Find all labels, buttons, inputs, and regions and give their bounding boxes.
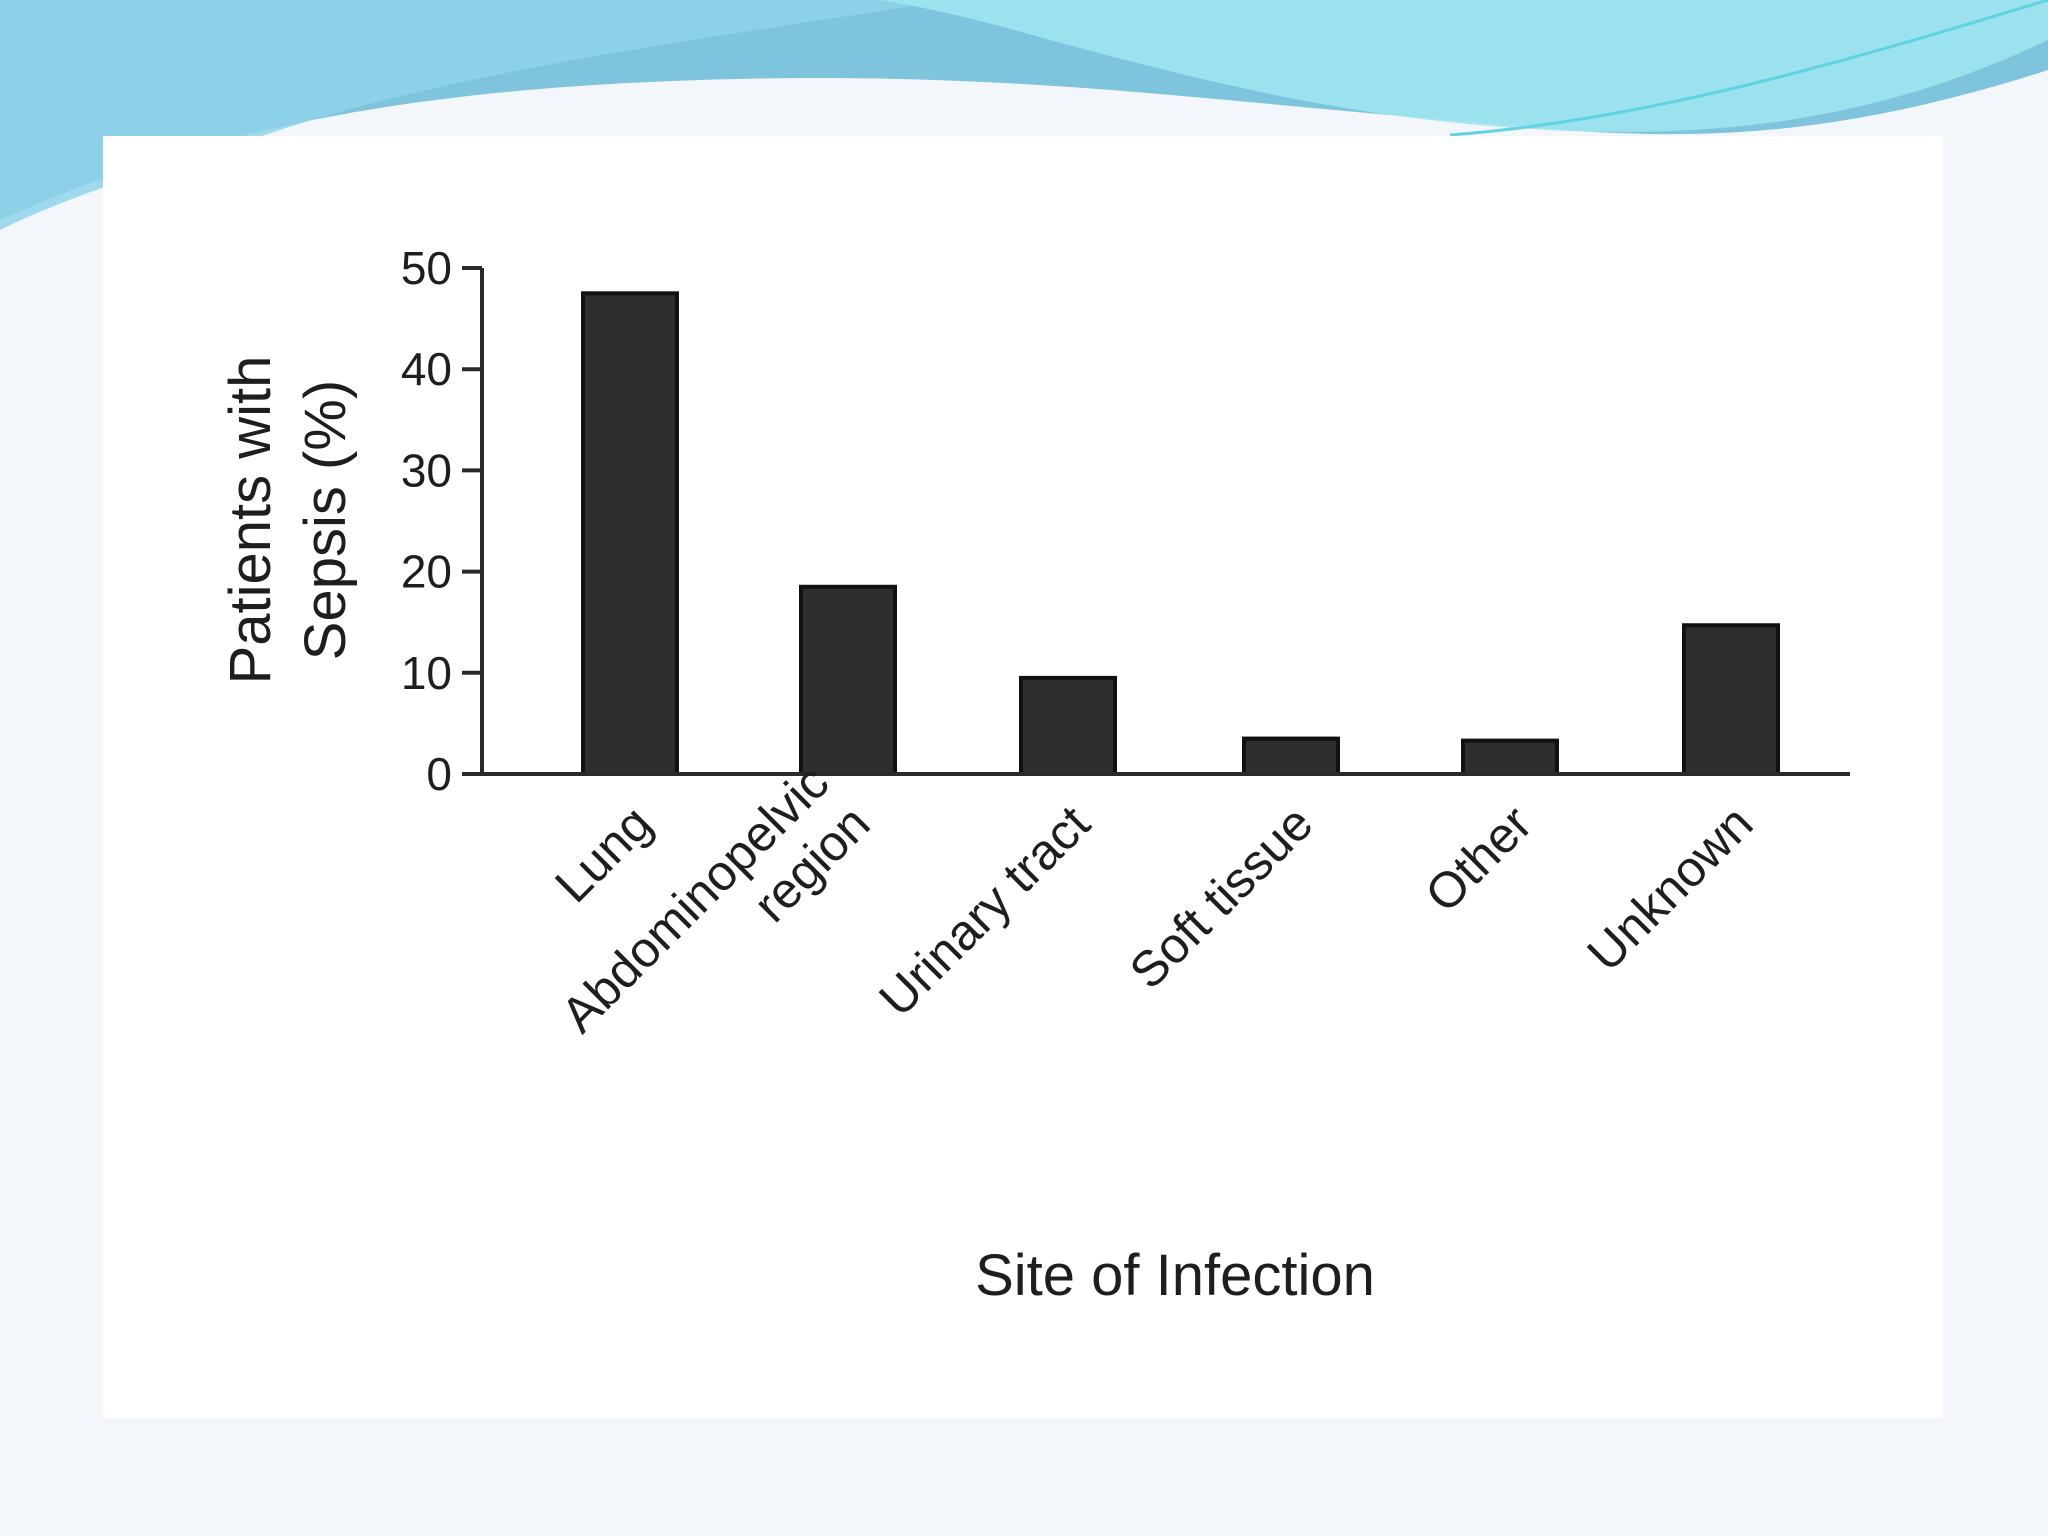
header-wave-curve	[1449, 0, 2048, 137]
x-tick-label: Other	[1414, 795, 1542, 923]
x-tick-label-line: Urinary tract	[868, 795, 1100, 1027]
x-tick-label: Soft tissue	[1119, 795, 1324, 1000]
y-tick-label: 0	[426, 748, 452, 800]
x-tick-label: Lung	[544, 795, 662, 913]
bar	[799, 584, 897, 777]
x-tick-label: Unknown	[1577, 795, 1764, 982]
y-axis-title: Patients with Sepsis (%)	[218, 356, 358, 685]
chart-panel	[103, 136, 1943, 1418]
y-axis-title-line: Patients with	[218, 356, 283, 685]
x-tick-label-line: Soft tissue	[1119, 795, 1324, 1000]
y-tick-label: 50	[401, 242, 452, 294]
bar	[1682, 623, 1780, 777]
y-axis: 0 10 20 30 40 50	[401, 242, 484, 800]
bar	[1242, 736, 1340, 777]
bars-group	[581, 291, 1780, 777]
x-axis-title: Site of Infection	[975, 1243, 1375, 1308]
bar	[1461, 738, 1559, 777]
bar	[581, 291, 679, 776]
y-tick-label: 30	[401, 444, 452, 496]
x-tick-label-line: Unknown	[1577, 795, 1764, 982]
header-wave-light	[0, 0, 950, 230]
header-wave-cyan	[880, 0, 2048, 132]
y-axis-title-line: Sepsis (%)	[293, 380, 358, 660]
x-tick-label: Urinary tract	[868, 795, 1100, 1027]
bar	[1019, 675, 1117, 776]
y-tick-label: 40	[401, 343, 452, 395]
x-tick-label-line: Other	[1414, 795, 1542, 923]
y-tick-label: 20	[401, 546, 452, 598]
x-tick-label-line: Lung	[544, 795, 662, 913]
y-tick-label: 10	[401, 647, 452, 699]
